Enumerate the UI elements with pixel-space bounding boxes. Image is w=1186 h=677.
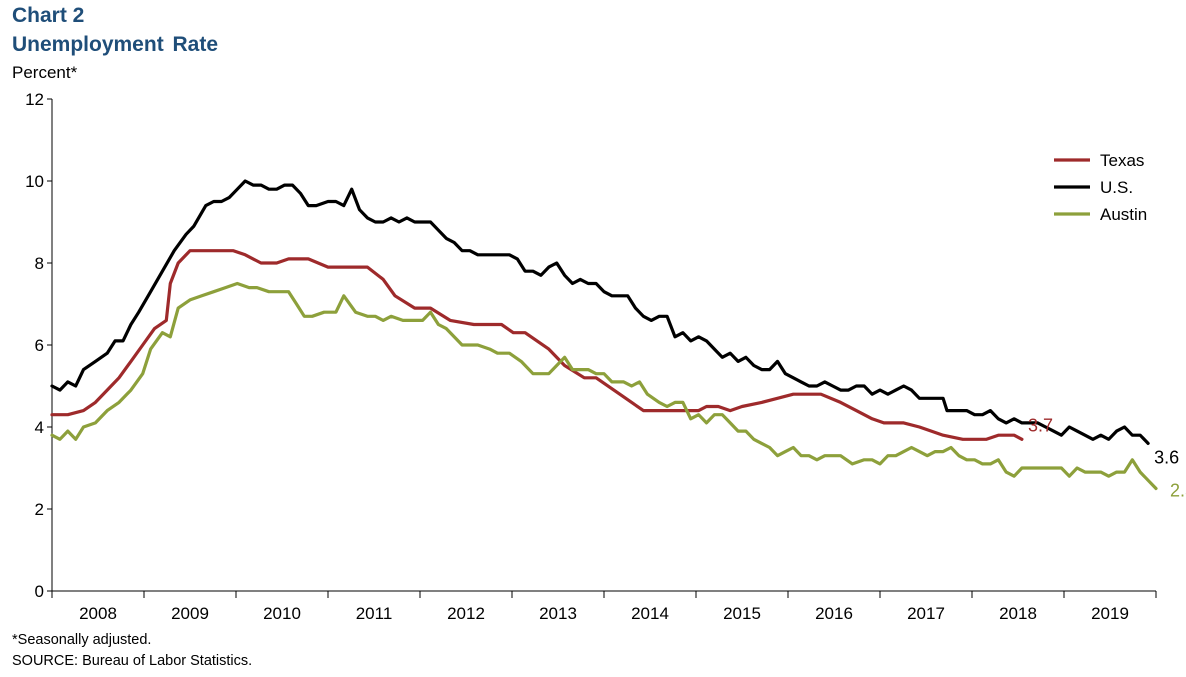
end-label-austin: 2.5	[1170, 481, 1186, 501]
series-lines	[50, 179, 1158, 491]
y-tick-label: 10	[25, 172, 44, 191]
legend-label: Austin	[1100, 205, 1147, 224]
x-tick-label: 2013	[539, 604, 577, 623]
chart-number: Chart 2	[12, 4, 85, 27]
y-tick-label: 2	[35, 500, 44, 519]
x-tick-label: 2014	[631, 604, 669, 623]
x-tick-label: 2009	[171, 604, 209, 623]
x-tick-label: 2008	[79, 604, 117, 623]
legend: Texas U.S. Austin	[1054, 151, 1147, 224]
x-tick-label: 2018	[999, 604, 1037, 623]
series-end-labels: 3.7 3.6 2.5	[1028, 415, 1186, 500]
axes: 0 2 4 6 8 10 12 2008 2009 2010 2011 2012 2013 2014 201…	[25, 90, 1157, 623]
x-tick-label: 2017	[907, 604, 945, 623]
x-tick-label: 2019	[1091, 604, 1129, 623]
series-line-us	[50, 179, 1150, 445]
source-note: SOURCE: Bureau of Labor Statistics.	[12, 653, 253, 669]
y-axis-unit-label: Percent*	[12, 63, 78, 82]
y-tick-label: 12	[25, 90, 44, 109]
legend-label: Texas	[1100, 151, 1144, 170]
y-tick-label: 4	[35, 418, 44, 437]
series-line-texas	[50, 249, 1024, 441]
series-line-austin	[50, 281, 1158, 491]
legend-label: U.S.	[1100, 178, 1133, 197]
y-tick-label: 0	[35, 582, 44, 601]
end-label-us: 3.6	[1154, 447, 1179, 467]
footnote: *Seasonally adjusted.	[12, 632, 152, 648]
x-tick-label: 2010	[263, 604, 301, 623]
chart-title: Unemployment Rate	[12, 33, 219, 56]
x-tick-label: 2012	[447, 604, 485, 623]
end-label-texas: 3.7	[1028, 415, 1053, 435]
x-tick-label: 2011	[356, 604, 393, 623]
x-tick-label: 2016	[815, 604, 853, 623]
y-tick-label: 8	[35, 254, 44, 273]
x-tick-label: 2015	[723, 604, 761, 623]
y-tick-label: 6	[35, 336, 44, 355]
